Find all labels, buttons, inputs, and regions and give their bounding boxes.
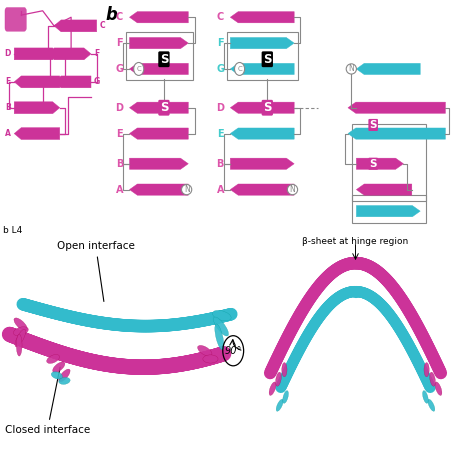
Text: D: D — [115, 103, 123, 113]
Text: G: G — [216, 64, 224, 74]
Text: B: B — [116, 159, 123, 169]
Ellipse shape — [53, 362, 65, 373]
Ellipse shape — [203, 355, 218, 363]
Text: N: N — [184, 185, 190, 194]
Text: G: G — [93, 77, 100, 86]
Ellipse shape — [282, 363, 287, 377]
Polygon shape — [129, 12, 188, 23]
Ellipse shape — [215, 324, 224, 350]
Text: G: G — [115, 64, 123, 74]
Polygon shape — [14, 102, 60, 114]
Ellipse shape — [59, 369, 70, 382]
Polygon shape — [129, 102, 188, 113]
Ellipse shape — [269, 382, 276, 395]
Polygon shape — [129, 64, 188, 74]
Text: S: S — [160, 53, 168, 66]
Ellipse shape — [51, 372, 63, 379]
Text: b: b — [106, 7, 118, 25]
Circle shape — [134, 63, 144, 75]
Polygon shape — [230, 12, 294, 23]
Ellipse shape — [276, 399, 283, 411]
Polygon shape — [129, 128, 188, 139]
Text: β-sheet at hinge region: β-sheet at hinge region — [302, 237, 409, 246]
Polygon shape — [14, 128, 60, 139]
Text: F: F — [116, 38, 123, 48]
Polygon shape — [356, 158, 403, 169]
Ellipse shape — [13, 327, 28, 336]
Text: E: E — [5, 77, 10, 86]
Ellipse shape — [213, 317, 228, 336]
Text: Open interface: Open interface — [57, 241, 135, 301]
Text: b L4: b L4 — [3, 226, 22, 235]
Ellipse shape — [16, 334, 22, 356]
Polygon shape — [230, 184, 294, 195]
Text: Closed interface: Closed interface — [5, 367, 90, 435]
Ellipse shape — [435, 382, 442, 395]
Ellipse shape — [423, 391, 428, 403]
Polygon shape — [14, 48, 60, 60]
Ellipse shape — [198, 346, 212, 356]
Polygon shape — [54, 20, 97, 32]
Circle shape — [235, 63, 245, 75]
Text: S: S — [263, 53, 272, 66]
Ellipse shape — [46, 355, 60, 364]
Polygon shape — [356, 64, 420, 74]
Text: E: E — [116, 128, 123, 138]
Text: C: C — [217, 12, 224, 22]
Polygon shape — [348, 102, 446, 113]
Text: N: N — [348, 64, 354, 73]
Ellipse shape — [283, 391, 288, 403]
Ellipse shape — [424, 363, 429, 377]
Polygon shape — [230, 37, 294, 49]
Text: C: C — [100, 21, 105, 30]
Polygon shape — [14, 76, 60, 88]
Text: S: S — [160, 101, 168, 114]
Text: S: S — [369, 159, 377, 169]
Text: A: A — [217, 184, 224, 195]
Polygon shape — [129, 184, 188, 195]
Text: D: D — [216, 103, 224, 113]
Polygon shape — [129, 37, 188, 49]
Text: A: A — [5, 129, 11, 138]
Polygon shape — [356, 184, 412, 195]
Text: F: F — [94, 49, 100, 58]
Polygon shape — [230, 128, 294, 139]
Text: 90°: 90° — [225, 346, 242, 356]
Text: C: C — [137, 66, 141, 72]
Text: S: S — [263, 101, 272, 114]
Polygon shape — [230, 158, 294, 169]
Ellipse shape — [14, 318, 27, 331]
Text: F: F — [217, 38, 224, 48]
Polygon shape — [356, 206, 420, 217]
Polygon shape — [230, 102, 294, 113]
Ellipse shape — [429, 372, 436, 386]
FancyBboxPatch shape — [5, 8, 26, 31]
Ellipse shape — [212, 310, 231, 321]
Text: C: C — [237, 66, 242, 72]
Text: A: A — [116, 184, 123, 195]
Ellipse shape — [59, 377, 70, 384]
Text: C: C — [116, 12, 123, 22]
Ellipse shape — [15, 329, 26, 347]
Polygon shape — [129, 158, 188, 169]
Text: B: B — [217, 159, 224, 169]
Text: B: B — [5, 103, 11, 112]
Polygon shape — [348, 128, 446, 139]
Text: D: D — [5, 49, 11, 58]
Ellipse shape — [275, 372, 282, 386]
Text: E: E — [217, 128, 224, 138]
Polygon shape — [230, 64, 294, 74]
Ellipse shape — [428, 399, 435, 411]
Text: S: S — [369, 120, 377, 130]
Polygon shape — [54, 76, 91, 88]
Text: N: N — [290, 185, 295, 194]
Polygon shape — [54, 48, 91, 60]
